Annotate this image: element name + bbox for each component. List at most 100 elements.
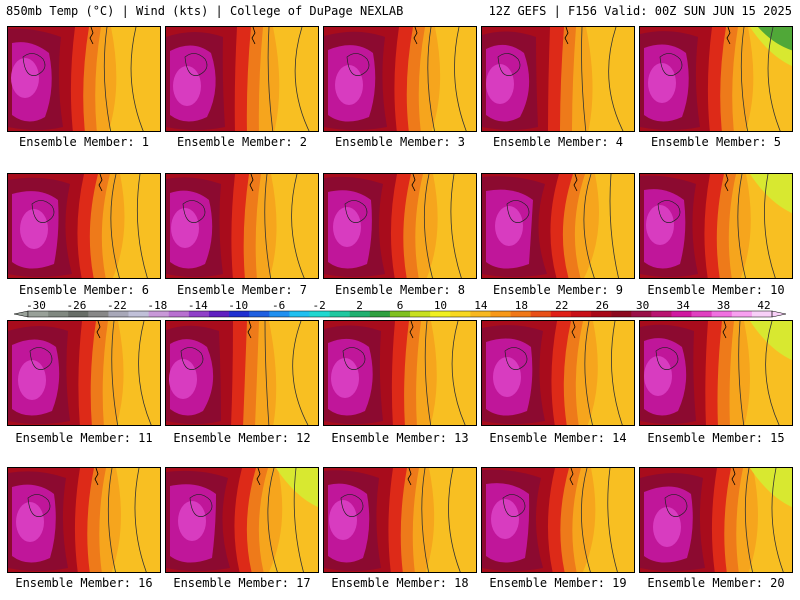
colorbar-tick-label: 2	[356, 300, 363, 312]
ensemble-member-label: Ensemble Member: 18	[331, 576, 469, 590]
ensemble-member-label: Ensemble Member: 10	[647, 283, 785, 297]
ensemble-map-panel	[481, 467, 635, 573]
colorbar-tick-label: -22	[107, 300, 127, 312]
ensemble-member-label: Ensemble Member: 14	[489, 431, 627, 445]
colorbar-tick-label: 14	[474, 300, 488, 312]
colorbar-segment	[349, 311, 371, 317]
colorbar-tick-label: 26	[596, 300, 609, 312]
ensemble-member-label: Ensemble Member: 9	[492, 283, 624, 297]
colorbar-tick-label: 22	[555, 300, 568, 312]
colorbar-segment	[269, 311, 290, 317]
ensemble-map-panel	[481, 173, 635, 279]
colorbar-tick-label: -2	[312, 300, 325, 312]
colorbar-segment	[28, 311, 49, 317]
colorbar-segment	[128, 311, 149, 317]
temperature-colorbar: -30 -26 -22 -18 -14 -10 -6 -2 2 6 10 14 18 22 26 30 34 38…	[14, 300, 786, 318]
map-title: 850mb Temp (°C) | Wind (kts) | College o…	[6, 4, 404, 18]
colorbar-tick-label: -30	[26, 300, 46, 312]
colorbar-segment	[751, 311, 773, 317]
ensemble-map-panel	[323, 320, 477, 426]
colorbar-segment	[108, 311, 129, 317]
colorbar-segment	[168, 311, 190, 317]
colorbar-tick-label: -14	[188, 300, 208, 312]
colorbar-segment	[470, 311, 491, 317]
colorbar-segment	[450, 311, 471, 317]
colorbar-segment	[188, 311, 210, 317]
colorbar-tick-label: 18	[515, 300, 528, 312]
colorbar-tick-label: 42	[757, 300, 770, 312]
colorbar-segment	[430, 311, 451, 317]
ensemble-member-label: Ensemble Member: 17	[173, 576, 311, 590]
ensemble-map-panel	[639, 320, 793, 426]
ensemble-member-label: Ensemble Member: 1	[18, 135, 150, 149]
ensemble-member-label: Ensemble Member: 11	[15, 431, 153, 445]
ensemble-map-panel	[7, 173, 161, 279]
ensemble-map-panel	[639, 467, 793, 573]
ensemble-member-label: Ensemble Member: 8	[334, 283, 466, 297]
ensemble-map-panel	[7, 320, 161, 426]
ensemble-member-label: Ensemble Member: 7	[176, 283, 308, 297]
colorbar-segment	[229, 311, 250, 317]
ensemble-member-label: Ensemble Member: 2	[176, 135, 308, 149]
ensemble-member-label: Ensemble Member: 3	[334, 135, 466, 149]
ensemble-map-panel	[639, 26, 793, 132]
colorbar-segment	[208, 311, 230, 317]
colorbar-segment	[490, 311, 511, 317]
colorbar-segment	[48, 311, 69, 317]
colorbar-segment	[148, 311, 170, 317]
colorbar-segment	[68, 311, 89, 317]
colorbar-segment	[631, 311, 652, 317]
ensemble-member-label: Ensemble Member: 16	[15, 576, 153, 590]
colorbar-tick-label: 10	[434, 300, 447, 312]
colorbar-segment	[389, 311, 411, 317]
ensemble-member-label: Ensemble Member: 13	[331, 431, 469, 445]
colorbar-segment	[591, 311, 612, 317]
ensemble-member-label: Ensemble Member: 20	[647, 576, 785, 590]
ensemble-member-label: Ensemble Member: 19	[489, 576, 627, 590]
colorbar-segment	[369, 311, 391, 317]
colorbar-tick-label: 6	[397, 300, 404, 312]
colorbar-tick-label: 38	[717, 300, 730, 312]
colorbar-segment	[671, 311, 692, 317]
colorbar-tick-label: -10	[228, 300, 248, 312]
colorbar-segment	[731, 311, 753, 317]
ensemble-map-panel	[165, 467, 319, 573]
ensemble-map-panel	[7, 26, 161, 132]
ensemble-member-label: Ensemble Member: 15	[647, 431, 785, 445]
colorbar-tick-label: 34	[676, 300, 690, 312]
ensemble-member-label: Ensemble Member: 12	[173, 431, 311, 445]
colorbar-segment	[691, 311, 712, 317]
colorbar-segment	[611, 311, 632, 317]
colorbar-segment	[550, 311, 572, 317]
colorbar-segment	[570, 311, 592, 317]
ensemble-map-panel	[165, 173, 319, 279]
ensemble-map-panel	[165, 26, 319, 132]
colorbar-segment	[249, 311, 270, 317]
colorbar-segment	[410, 311, 431, 317]
colorbar-segment	[88, 311, 109, 317]
ensemble-map-panel	[323, 26, 477, 132]
colorbar-segment	[289, 311, 310, 317]
colorbar-tick-label: -18	[147, 300, 167, 312]
ensemble-map-panel	[639, 173, 793, 279]
valid-time: 12Z GEFS | F156 Valid: 00Z SUN JUN 15 20…	[488, 4, 792, 18]
colorbar-right-arrow	[771, 310, 786, 318]
colorbar-tick-label: -6	[272, 300, 285, 312]
colorbar-tick-label: -26	[67, 300, 87, 312]
ensemble-map-panel	[7, 467, 161, 573]
ensemble-map-panel	[323, 173, 477, 279]
colorbar-tick-label: 30	[636, 300, 649, 312]
colorbar-segment	[651, 311, 672, 317]
colorbar-segment	[530, 311, 552, 317]
ensemble-map-panel	[165, 320, 319, 426]
colorbar-segment	[329, 311, 351, 317]
ensemble-map-panel	[481, 26, 635, 132]
ensemble-member-label: Ensemble Member: 4	[492, 135, 624, 149]
colorbar-segment	[510, 311, 532, 317]
colorbar-segment	[711, 311, 733, 317]
colorbar-segment	[309, 311, 330, 317]
ensemble-map-panel	[323, 467, 477, 573]
ensemble-map-panel	[481, 320, 635, 426]
ensemble-member-label: Ensemble Member: 5	[650, 135, 782, 149]
ensemble-member-label: Ensemble Member: 6	[18, 283, 150, 297]
